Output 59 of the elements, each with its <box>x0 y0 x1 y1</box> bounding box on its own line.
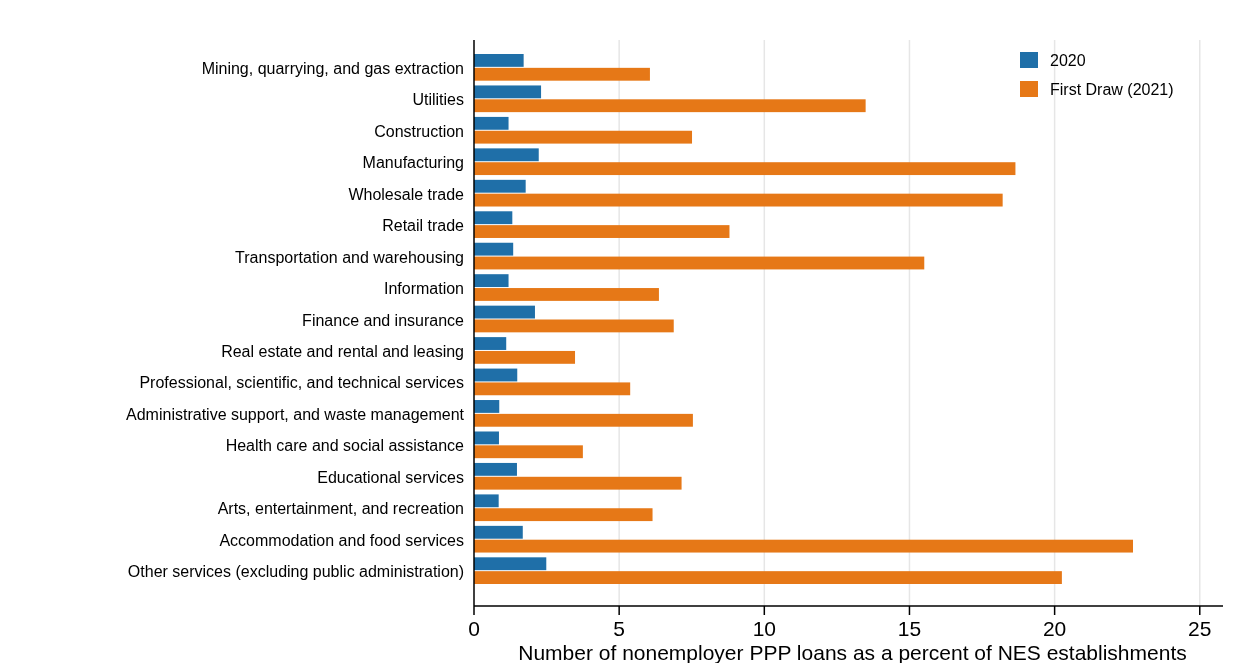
bar <box>474 462 517 476</box>
bar <box>474 431 499 445</box>
bar <box>474 571 1062 584</box>
bar <box>474 494 499 508</box>
bar <box>474 242 514 256</box>
legend-label: First Draw (2021) <box>1050 81 1174 98</box>
y-tick-label: Educational services <box>317 468 464 486</box>
bar <box>474 256 925 270</box>
bar <box>474 211 513 225</box>
y-tick-label: Transportation and warehousing <box>235 248 464 266</box>
bar <box>474 445 583 459</box>
x-tick-label: 10 <box>752 617 776 640</box>
y-tick-label: Accommodation and food services <box>219 531 464 549</box>
bar <box>474 413 693 427</box>
legend-label: 2020 <box>1050 52 1086 69</box>
y-tick-label: Construction <box>374 122 464 140</box>
bar <box>474 476 682 490</box>
x-tick-label: 5 <box>613 617 625 640</box>
y-tick-label: Administrative support, and waste management <box>126 405 465 423</box>
bar <box>474 382 631 396</box>
y-tick-label: Utilities <box>412 91 464 109</box>
y-tick-label: Mining, quarrying, and gas extraction <box>201 59 464 77</box>
bar <box>474 85 542 99</box>
bar <box>474 368 518 382</box>
bar <box>474 162 1016 176</box>
bar <box>474 54 524 67</box>
bar <box>474 557 547 571</box>
bar <box>474 274 509 288</box>
bar <box>474 288 659 301</box>
bar <box>474 539 1133 553</box>
y-tick-label: Arts, entertainment, and recreation <box>217 500 464 518</box>
y-tick-label: Wholesale trade <box>348 185 465 203</box>
bar <box>474 337 507 350</box>
bar <box>474 508 653 522</box>
bar <box>474 179 526 193</box>
x-tick-label: 0 <box>468 617 480 640</box>
bar <box>474 400 500 413</box>
bar <box>474 116 509 130</box>
bar <box>474 225 730 238</box>
x-tick-label: 15 <box>897 617 922 640</box>
bar <box>474 130 693 144</box>
bar <box>474 305 535 319</box>
y-tick-label: Finance and insurance <box>302 311 465 329</box>
bar <box>474 193 1003 207</box>
bar <box>474 319 674 333</box>
y-tick-label: Information <box>383 280 464 298</box>
y-tick-label: Other services (excluding public administration) <box>127 563 464 581</box>
y-tick-label: Health care and social assistance <box>225 437 465 455</box>
bar <box>474 525 523 539</box>
bar <box>474 148 539 162</box>
y-tick-label: Professional, scientific, and technical services <box>139 374 464 392</box>
y-tick-label: Retail trade <box>382 217 465 235</box>
bar <box>474 99 866 113</box>
x-tick-label: 20 <box>1042 617 1067 640</box>
y-tick-label: Manufacturing <box>362 154 464 172</box>
x-tick-label: 25 <box>1188 617 1212 640</box>
bar <box>474 350 576 364</box>
bar <box>474 67 650 81</box>
y-tick-label: Real estate and rental and leasing <box>221 342 464 360</box>
